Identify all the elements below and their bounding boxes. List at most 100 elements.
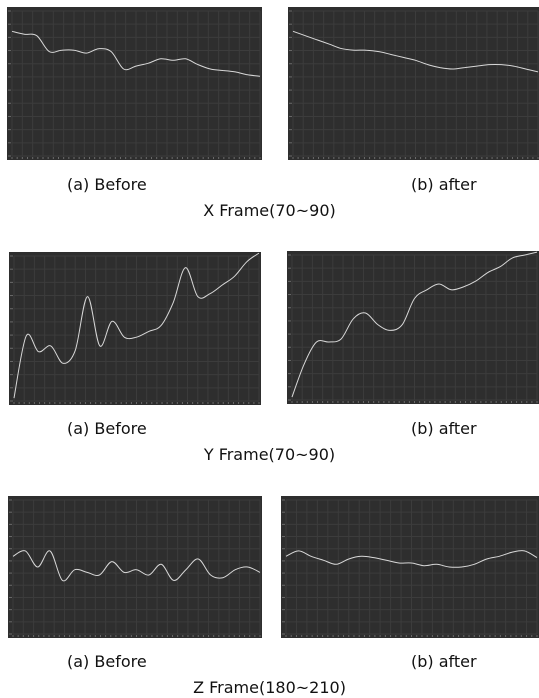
x-tick: [424, 401, 426, 403]
y-tick: [10, 255, 13, 257]
x-tick: [536, 401, 538, 403]
x-tick: [74, 635, 76, 637]
x-tick: [357, 401, 359, 403]
x-tick: [68, 157, 70, 159]
y-before-chart: [9, 252, 261, 405]
x-tick: [394, 157, 396, 159]
x-tick: [450, 157, 452, 159]
x-tick: [90, 402, 92, 404]
x-tick: [151, 402, 153, 404]
x-tick: [33, 635, 35, 637]
x-tick: [125, 157, 127, 159]
x-tick: [517, 157, 519, 159]
x-tick: [21, 157, 23, 159]
x-tick: [343, 157, 345, 159]
x-tick: [522, 157, 524, 159]
x-tick: [452, 635, 454, 637]
x-tick: [358, 157, 360, 159]
x-tick: [161, 157, 163, 159]
y-tick: [9, 584, 12, 586]
x-tick: [52, 157, 54, 159]
x-tick: [233, 635, 235, 637]
y-tick: [8, 155, 11, 157]
x-tick: [353, 635, 355, 637]
x-before-chart: [7, 7, 262, 160]
x-tick: [187, 157, 189, 159]
x-tick: [332, 401, 334, 403]
x-tick: [337, 635, 339, 637]
y-tick: [289, 155, 292, 157]
x-tick: [500, 401, 502, 403]
y-tick: [288, 373, 291, 375]
x-tick: [444, 401, 446, 403]
x-tick: [515, 635, 517, 637]
x-tick: [115, 402, 117, 404]
x-tick: [32, 157, 34, 159]
x-tick: [393, 401, 395, 403]
series-line: [13, 252, 260, 399]
x-tick: [79, 635, 81, 637]
x-tick: [120, 402, 122, 404]
x-tick: [291, 401, 293, 403]
x-tick: [536, 635, 538, 637]
series-line: [292, 30, 539, 73]
y-tick: [9, 511, 12, 513]
x-tick: [353, 157, 355, 159]
x-tick: [374, 635, 376, 637]
x-tick: [227, 402, 229, 404]
x-after-plot: [289, 10, 539, 159]
z-frame-title: Z Frame(180~210): [193, 678, 346, 697]
x-tick: [311, 401, 313, 403]
x-tick: [171, 402, 173, 404]
x-tick: [238, 402, 240, 404]
x-tick: [166, 157, 168, 159]
x-tick: [343, 635, 345, 637]
x-tick: [316, 635, 318, 637]
y-tick: [288, 254, 291, 256]
x-tick: [217, 402, 219, 404]
x-tick: [395, 635, 397, 637]
x-tick: [484, 635, 486, 637]
x-tick: [295, 635, 297, 637]
x-tick: [27, 635, 29, 637]
x-tick: [476, 157, 478, 159]
x-tick: [475, 401, 477, 403]
x-tick: [223, 157, 225, 159]
x-tick: [348, 635, 350, 637]
series-line: [11, 30, 261, 77]
y-tick: [10, 321, 13, 323]
x-tick: [471, 157, 473, 159]
x-tick: [505, 401, 507, 403]
series-line: [285, 550, 538, 568]
x-tick: [228, 635, 230, 637]
x-tick: [384, 157, 386, 159]
y-tick: [9, 548, 12, 550]
x-tick: [358, 635, 360, 637]
x-tick: [494, 635, 496, 637]
x-tick: [332, 635, 334, 637]
x-tick: [301, 635, 303, 637]
x-tick: [442, 635, 444, 637]
y-tick: [282, 596, 285, 598]
y-tick: [282, 609, 285, 611]
x-tick: [420, 157, 422, 159]
x-tick: [18, 402, 20, 404]
x-tick: [516, 401, 518, 403]
x-tick: [130, 157, 132, 159]
x-tick: [531, 401, 533, 403]
x-tick: [27, 157, 28, 159]
x-tick: [94, 635, 96, 637]
x-tick: [527, 157, 529, 159]
x-tick: [526, 635, 528, 637]
x-tick: [135, 157, 137, 159]
x-tick: [192, 635, 194, 637]
y-tick: [10, 347, 13, 349]
x-tick: [348, 157, 350, 159]
x-tick: [192, 157, 194, 159]
x-tick: [78, 157, 80, 159]
x-tick: [110, 635, 112, 637]
x-tick: [166, 635, 168, 637]
y-tick: [9, 572, 12, 574]
x-tick: [322, 635, 324, 637]
y-tick: [282, 536, 285, 538]
